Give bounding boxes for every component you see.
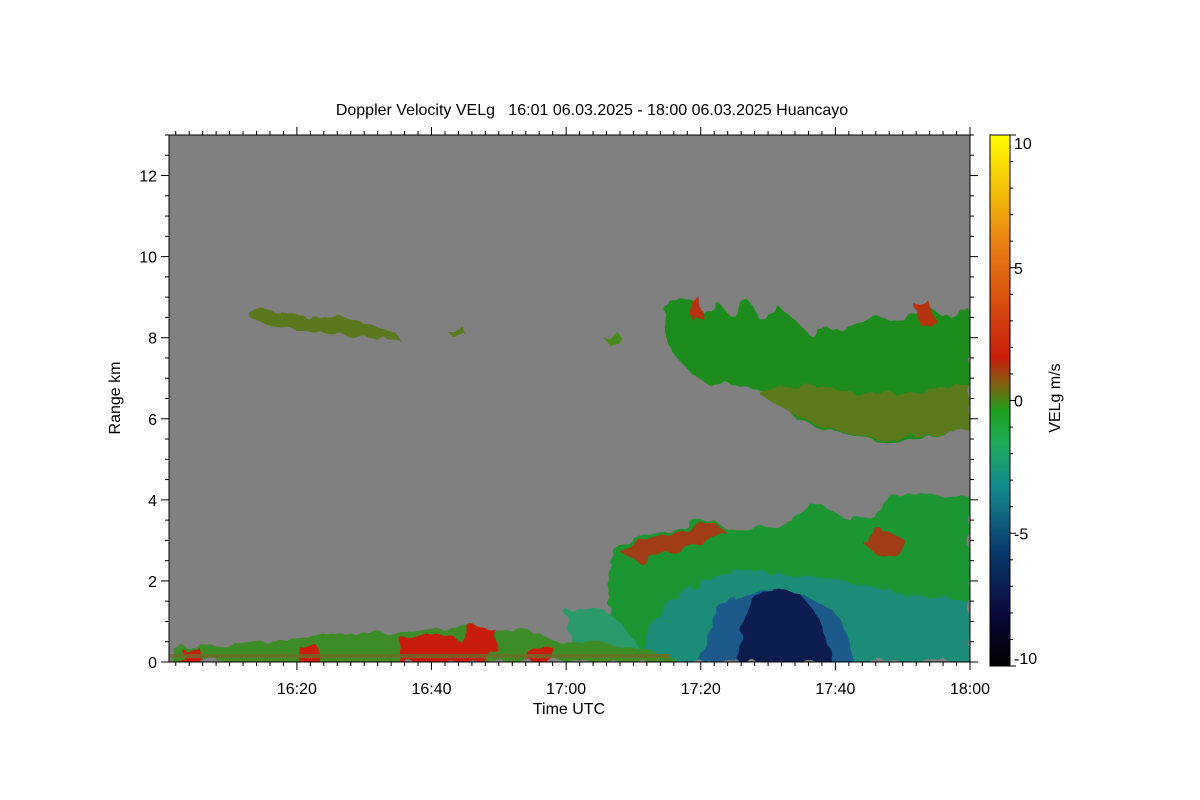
colorbar-tick-label: 5 [1014,261,1023,278]
chart-title: Doppler Velocity VELg 16:01 06.03.2025 -… [336,102,848,119]
y-tick-label: 0 [148,655,157,672]
y-tick-label: 6 [148,412,157,429]
echo-convective-red-top [620,520,728,562]
colorbar [989,134,1011,667]
x-tick-label: 18:00 [950,681,990,698]
echo-ground-line [169,654,669,658]
colorbar-tick-label: -10 [1014,651,1037,668]
x-axis-label: Time UTC [533,701,605,718]
echo-regions [169,296,970,662]
colorbar-tick-label: 10 [1014,136,1032,153]
echo-upper-red-cap [915,302,935,326]
x-axis: 16:20 16:40 17:00 17:20 17:40 18:00 [175,127,990,698]
x-tick-label: 16:40 [411,681,451,698]
x-tick-label: 17:00 [546,681,586,698]
echo-upper-layer-olive [760,385,970,440]
echo-downdraft-core [740,588,832,662]
echo-surface-clutter-red [398,626,498,662]
colorbar-tick-label: -5 [1014,526,1028,543]
colorbar-label: VELg m/s [1047,363,1064,432]
y-tick-label: 2 [148,574,157,591]
echo-thin-cloud [448,326,466,338]
y-tick-label: 12 [139,169,157,186]
colorbar-ticks: 10 5 0 -5 -10 [1010,134,1037,668]
y-tick-label: 10 [139,250,157,267]
echo-upper-red-cap [690,296,703,322]
y-axis-label: Range km [107,362,124,435]
x-tick-label: 17:40 [815,681,855,698]
y-tick-label: 4 [148,493,157,510]
y-tick-label: 8 [148,331,157,348]
x-tick-label: 17:20 [681,681,721,698]
x-tick-label: 16:20 [277,681,317,698]
echo-convective-red-top [860,530,905,558]
echo-thin-cloud [248,308,400,340]
echo-thin-cloud [604,332,624,346]
y-axis: 0 2 4 6 8 10 12 [139,134,978,672]
colorbar-tick-label: 0 [1014,394,1023,411]
